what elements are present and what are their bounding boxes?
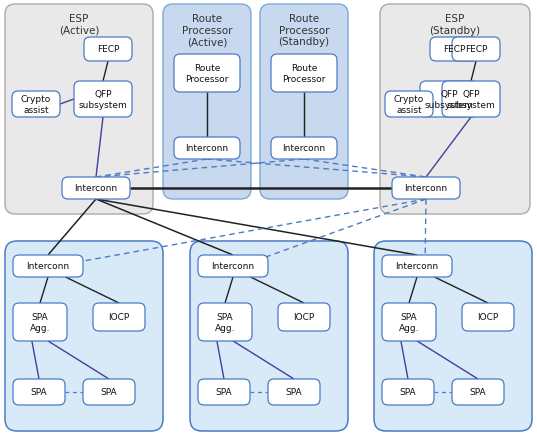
FancyBboxPatch shape — [62, 177, 130, 200]
FancyBboxPatch shape — [420, 82, 478, 118]
FancyBboxPatch shape — [190, 241, 348, 431]
Text: Interconn: Interconn — [185, 144, 229, 153]
Text: Route
Processor
(Standby): Route Processor (Standby) — [279, 14, 330, 47]
Text: Crypto
assist: Crypto assist — [394, 95, 424, 114]
Text: Interconn: Interconn — [75, 184, 118, 193]
FancyBboxPatch shape — [13, 303, 67, 341]
FancyBboxPatch shape — [198, 255, 268, 277]
FancyBboxPatch shape — [271, 55, 337, 93]
Text: Route
Processor
(Active): Route Processor (Active) — [182, 14, 232, 47]
FancyBboxPatch shape — [84, 38, 132, 62]
Text: FECP: FECP — [443, 46, 465, 54]
Text: SPA: SPA — [31, 388, 47, 396]
Text: Interconn: Interconn — [404, 184, 447, 193]
Text: ESP
(Active): ESP (Active) — [59, 14, 99, 35]
Text: Interconn: Interconn — [26, 262, 70, 271]
FancyBboxPatch shape — [198, 379, 250, 405]
Text: IOCP: IOCP — [108, 313, 129, 322]
FancyBboxPatch shape — [163, 5, 251, 200]
Text: SPA: SPA — [470, 388, 487, 396]
Text: Interconn: Interconn — [395, 262, 439, 271]
FancyBboxPatch shape — [260, 5, 348, 200]
Text: SPA: SPA — [216, 388, 233, 396]
FancyBboxPatch shape — [382, 379, 434, 405]
FancyBboxPatch shape — [452, 379, 504, 405]
FancyBboxPatch shape — [5, 241, 163, 431]
FancyBboxPatch shape — [12, 92, 60, 118]
FancyBboxPatch shape — [462, 303, 514, 331]
Text: FECP: FECP — [97, 46, 119, 54]
FancyBboxPatch shape — [392, 177, 460, 200]
FancyBboxPatch shape — [268, 379, 320, 405]
Text: SPA
Agg.: SPA Agg. — [215, 313, 235, 332]
Text: Route
Processor: Route Processor — [185, 64, 229, 84]
Text: Route
Processor: Route Processor — [282, 64, 325, 84]
FancyBboxPatch shape — [93, 303, 145, 331]
FancyBboxPatch shape — [74, 82, 132, 118]
Text: SPA
Agg.: SPA Agg. — [30, 313, 50, 332]
FancyBboxPatch shape — [430, 38, 478, 62]
FancyBboxPatch shape — [13, 255, 83, 277]
FancyBboxPatch shape — [278, 303, 330, 331]
FancyBboxPatch shape — [385, 92, 433, 118]
Text: Interconn: Interconn — [212, 262, 255, 271]
FancyBboxPatch shape — [382, 255, 452, 277]
Text: QFP
subsystem: QFP subsystem — [78, 90, 127, 110]
FancyBboxPatch shape — [442, 82, 500, 118]
Text: SPA: SPA — [286, 388, 302, 396]
Text: FECP: FECP — [465, 46, 487, 54]
FancyBboxPatch shape — [198, 303, 252, 341]
Text: Crypto
assist: Crypto assist — [21, 95, 51, 114]
Text: ESP
(Standby): ESP (Standby) — [430, 14, 481, 35]
FancyBboxPatch shape — [174, 55, 240, 93]
FancyBboxPatch shape — [174, 138, 240, 159]
Text: SPA
Agg.: SPA Agg. — [399, 313, 419, 332]
FancyBboxPatch shape — [271, 138, 337, 159]
FancyBboxPatch shape — [83, 379, 135, 405]
FancyBboxPatch shape — [382, 303, 436, 341]
Text: IOCP: IOCP — [293, 313, 315, 322]
FancyBboxPatch shape — [13, 379, 65, 405]
Text: Interconn: Interconn — [282, 144, 325, 153]
FancyBboxPatch shape — [5, 5, 153, 215]
Text: QFP
subsystem: QFP subsystem — [447, 90, 495, 110]
FancyBboxPatch shape — [380, 5, 530, 215]
Text: QFP
subsystem: QFP subsystem — [425, 90, 474, 110]
FancyBboxPatch shape — [452, 38, 500, 62]
Text: SPA: SPA — [101, 388, 117, 396]
Text: IOCP: IOCP — [477, 313, 499, 322]
Text: SPA: SPA — [400, 388, 416, 396]
FancyBboxPatch shape — [374, 241, 532, 431]
